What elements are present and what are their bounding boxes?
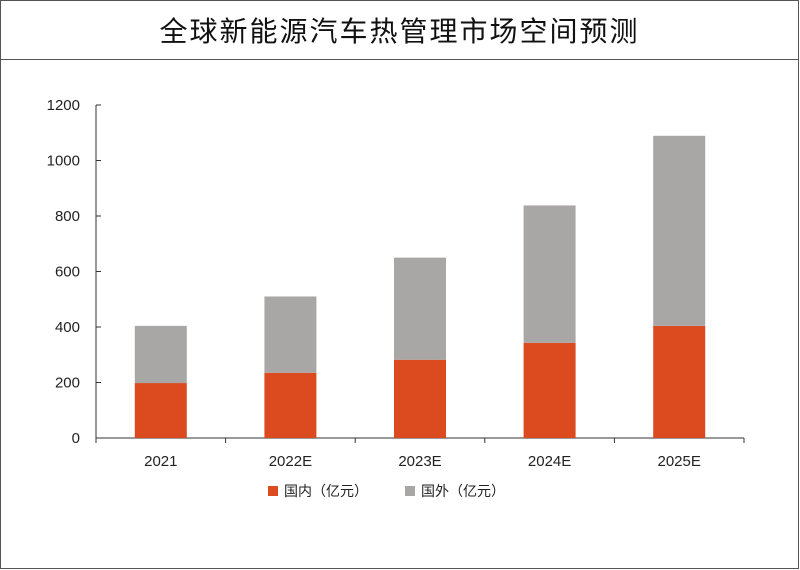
bar-segment-overseas [394, 257, 446, 360]
x-tick-label: 2021 [144, 453, 177, 470]
title-bar: 全球新能源汽车热管理市场空间预测 [1, 1, 798, 60]
x-tick-label: 2025E [658, 453, 701, 470]
bar-segment-overseas [653, 135, 706, 326]
bar-segment-overseas [264, 296, 317, 373]
y-tick-label: 600 [55, 264, 80, 281]
x-tick-label: 2024E [528, 453, 571, 470]
legend: 国内（亿元） 国外（亿元） [268, 484, 505, 500]
chart-title: 全球新能源汽车热管理市场空间预测 [159, 15, 640, 48]
y-tick-label: 0 [72, 430, 80, 447]
y-tick-label: 200 [55, 375, 80, 392]
bar-segment-domestic [653, 325, 706, 438]
legend-label: 国外（亿元） [421, 484, 505, 500]
bar-segment-domestic [134, 383, 187, 438]
legend-swatch [268, 486, 278, 496]
y-tick-label: 800 [55, 208, 80, 225]
legend-swatch [405, 486, 415, 496]
plot-area: 0 200 400 600 800 1000 1200 2021 2022E 2023E 2024E… [47, 97, 745, 470]
bar-segment-domestic [394, 359, 446, 438]
y-tick-label: 400 [55, 319, 80, 336]
x-tick-label: 2023E [398, 453, 441, 470]
bar-segment-overseas [134, 325, 187, 384]
y-tick-label: 1200 [47, 97, 80, 114]
y-tick-label: 1000 [47, 153, 80, 170]
legend-label: 国内（亿元） [284, 484, 368, 500]
x-tick-label: 2022E [269, 453, 312, 470]
bar-segment-domestic [264, 372, 317, 438]
bar-segment-overseas [523, 205, 576, 343]
bar-segment-domestic [523, 342, 576, 438]
